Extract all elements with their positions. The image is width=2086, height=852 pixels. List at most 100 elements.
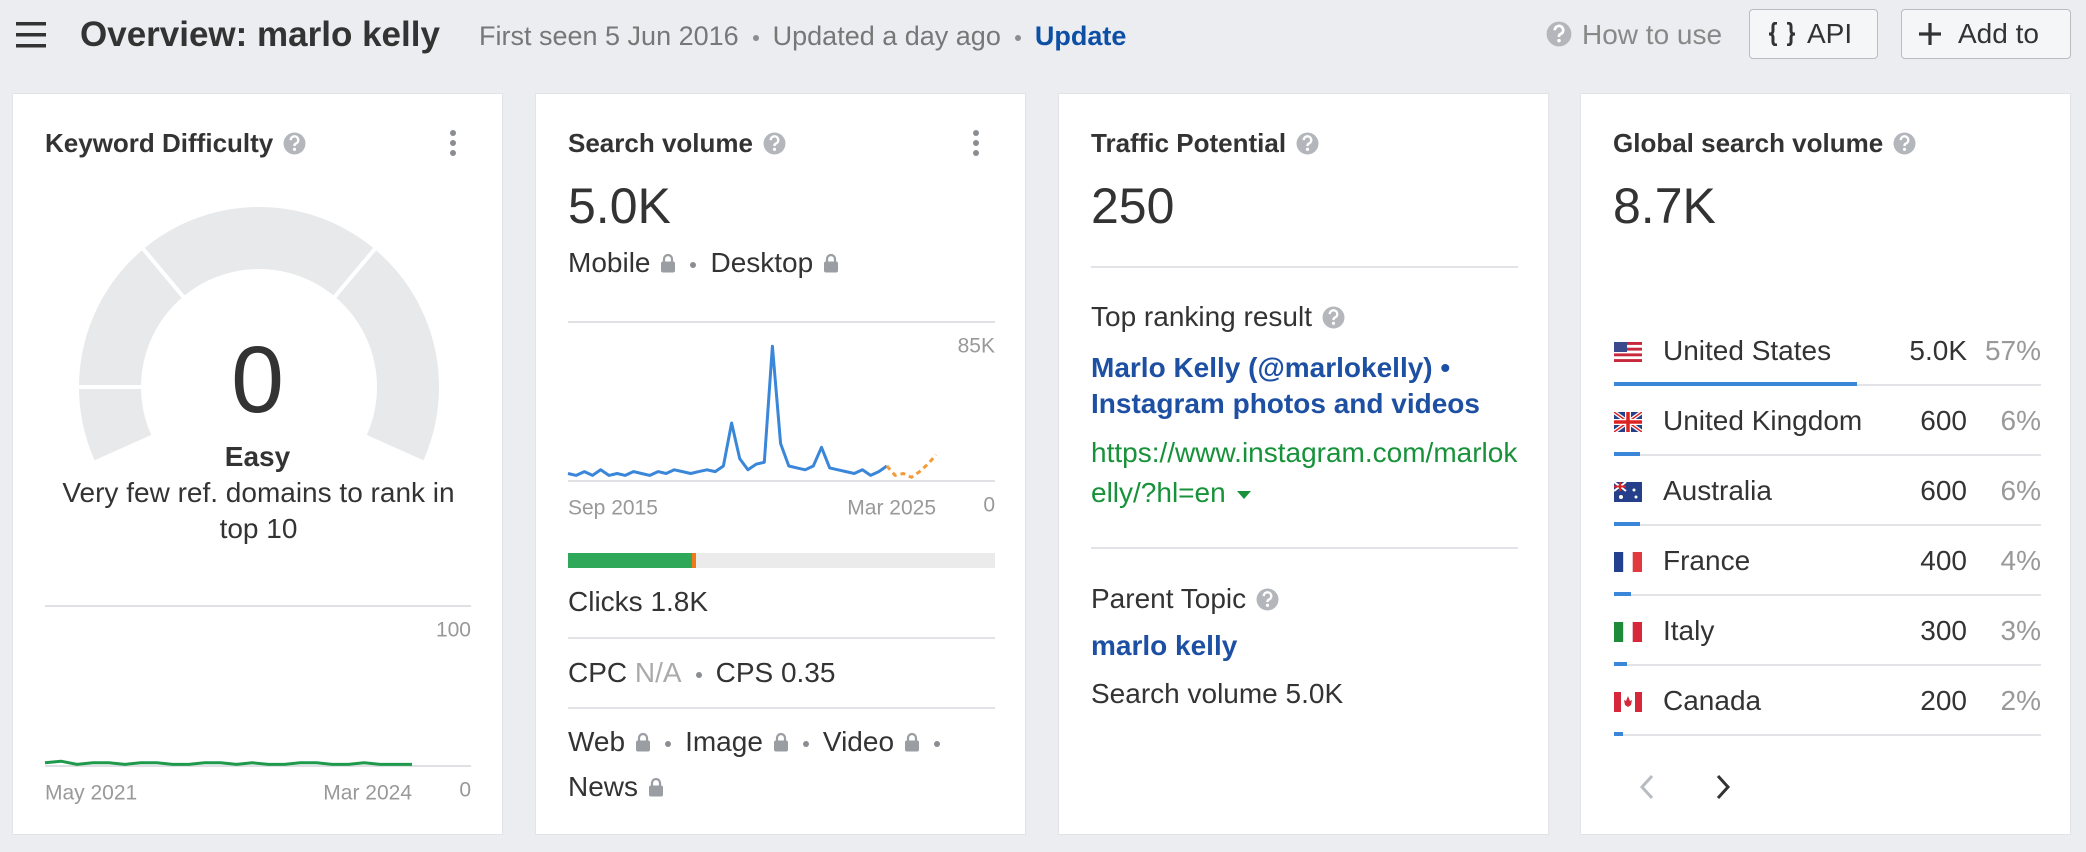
help-icon[interactable] [1296,128,1319,155]
menu-icon[interactable] [16,22,46,48]
gsv-card: Global search volume 8.7K United States 5… [1580,93,2071,835]
series-line [567,344,888,477]
flag [1614,552,1642,572]
update-link[interactable]: Update [1034,21,1127,51]
parent-topic[interactable]: marlo kelly [1091,630,1238,661]
row-divider [1614,734,2041,736]
api-button[interactable]: API [1749,9,1878,59]
help-icon[interactable] [763,128,786,155]
first-seen: First seen 5 Jun 2016 [479,21,739,51]
help-glyph [1322,306,1345,329]
help-mark [1553,24,1565,37]
sv-card: 0 85K Sep 2015 Mar 2025 Search volume 5.0K … [535,93,1026,835]
lock-shackle [775,732,787,741]
clicks-bar [568,553,995,568]
help-mark [1302,135,1313,147]
serp-news: News [568,771,639,802]
help-mark [1899,135,1910,147]
x-tick-label: May 2021 [45,782,137,805]
serp-web: Web [568,726,626,757]
help-mark [289,135,300,147]
kd-score: 0 [231,327,284,433]
serp-features: Web Image Video [568,724,954,760]
title-text: Search volume [568,128,753,158]
flag-part [1624,696,1632,707]
lock-glyph [649,777,664,797]
lock-shackle [906,732,918,741]
x-tick-label: Mar 2025 [847,497,936,520]
x-tick-label: Sep 2015 [568,497,658,520]
add-button[interactable]: Add to [1901,9,2071,59]
help-icon [1546,20,1572,47]
lock-shackle [650,777,662,786]
menu-dot [450,150,456,156]
kd-description: Very few ref. domains to rank in top 10 [62,477,455,544]
chevron-left [1639,774,1654,800]
x-tick-label: Mar 2024 [323,782,412,805]
lock-glyph [661,253,676,273]
serp-image: Image [685,726,763,757]
country-name: United Kingdom [1663,405,1863,436]
more-menu[interactable] [447,128,459,158]
top-result-title[interactable]: Marlo Kelly (@marlokelly) • Instagram ph… [1091,352,1480,419]
parent-topic-volume: Search volume 5.0K [1091,678,1344,709]
card-title: Global search volume [1613,125,1916,161]
menu-dot [973,140,979,146]
clicks: Clicks 1.8K [568,586,709,617]
more-menu[interactable] [970,128,982,158]
flag-part [1632,552,1642,572]
help-dot [1903,147,1907,151]
help-mark [769,135,780,147]
card-title: Traffic Potential [1091,125,1319,161]
help-mark [1262,591,1273,603]
lock-icon [904,725,920,752]
caret-icon[interactable] [1234,488,1256,502]
separator-dot [690,261,697,268]
help-glyph [283,132,306,155]
how-to-use[interactable]: How to use [1546,17,1722,53]
country-share: 6% [2000,405,2041,436]
separator-dot [695,671,702,678]
gauge-arc [79,207,440,461]
lock-icon [648,770,664,797]
help-icon[interactable] [283,128,306,155]
country-share: 4% [2000,545,2041,576]
serp-video: Video [822,726,895,757]
country-row: United Kingdom 600 6% [1614,403,2041,439]
flag-part [1614,342,1642,345]
page-meta: First seen 5 Jun 2016 Updated a day ago Up… [479,18,1126,54]
y-tick-label: 0 [983,494,995,517]
next-page[interactable] [1715,774,1731,800]
cpc-cps: CPC N/A CPS 0.35 [568,655,835,691]
flag-part [1614,347,1642,351]
help-icon[interactable] [1893,128,1916,155]
flag-part [1623,622,1633,642]
flag [1614,412,1642,432]
separator-dot [802,740,809,747]
clicks-paid [691,553,697,568]
separator-dot [934,740,941,747]
divider [568,637,995,639]
help-icon[interactable] [1322,302,1345,329]
prev-page[interactable] [1639,774,1655,800]
top-result-url[interactable]: https://www.instagram.com/marlokelly/?hl… [1091,433,1521,513]
page-title: Overview: marlo kelly [80,15,440,54]
title-text: Traffic Potential [1091,128,1287,158]
card-title: Keyword Difficulty [45,125,306,161]
help-icon[interactable] [1256,584,1279,611]
flag-part [1614,552,1624,572]
country-name: Italy [1663,615,1715,646]
flag [1614,622,1642,642]
help-mark [1328,309,1339,321]
menu-bar [16,33,46,37]
country-row: United States 5.0K 57% [1614,333,2041,369]
title-text: Keyword Difficulty [45,128,274,158]
flag-part [1623,552,1633,572]
flag [1614,692,1642,712]
flag-part [1614,412,1642,432]
label-text: Parent Topic [1091,583,1247,614]
help-glyph [1546,21,1572,47]
lock-body [649,785,664,797]
chevron-right [1716,774,1731,800]
row-divider [1614,664,2041,666]
